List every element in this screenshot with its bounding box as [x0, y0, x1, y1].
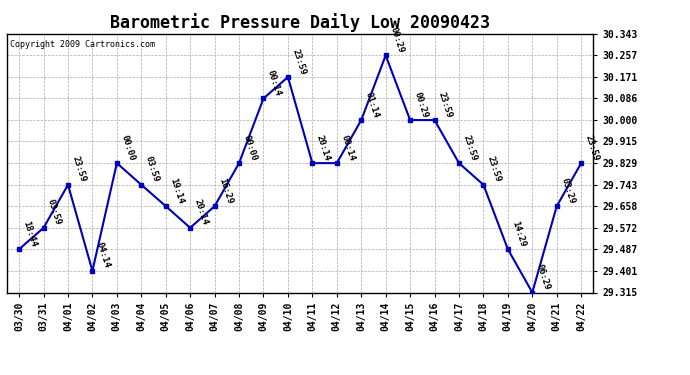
Text: 20:14: 20:14 — [193, 198, 210, 226]
Text: 23:59: 23:59 — [486, 155, 503, 183]
Text: Copyright 2009 Cartronics.com: Copyright 2009 Cartronics.com — [10, 40, 155, 49]
Text: 00:00: 00:00 — [241, 134, 258, 162]
Title: Barometric Pressure Daily Low 20090423: Barometric Pressure Daily Low 20090423 — [110, 13, 490, 32]
Text: 00:14: 00:14 — [266, 69, 283, 97]
Text: 23:59: 23:59 — [462, 134, 478, 162]
Text: 23:59: 23:59 — [290, 48, 307, 76]
Text: 18:44: 18:44 — [21, 220, 39, 248]
Text: 20:14: 20:14 — [315, 134, 332, 162]
Text: 03:59: 03:59 — [46, 198, 63, 226]
Text: 00:29: 00:29 — [388, 26, 405, 54]
Text: 23:59: 23:59 — [584, 134, 600, 162]
Text: 00:14: 00:14 — [339, 134, 356, 162]
Text: 19:14: 19:14 — [168, 177, 185, 205]
Text: 14:29: 14:29 — [511, 220, 527, 248]
Text: 01:14: 01:14 — [364, 90, 381, 119]
Text: 23:59: 23:59 — [437, 90, 454, 119]
Text: 00:29: 00:29 — [413, 90, 429, 119]
Text: 23:59: 23:59 — [70, 155, 88, 183]
Text: 03:59: 03:59 — [144, 155, 161, 183]
Text: 04:14: 04:14 — [95, 241, 112, 270]
Text: 06:29: 06:29 — [535, 263, 551, 291]
Text: 16:29: 16:29 — [217, 177, 234, 205]
Text: 03:29: 03:29 — [559, 177, 576, 205]
Text: 00:00: 00:00 — [119, 134, 136, 162]
